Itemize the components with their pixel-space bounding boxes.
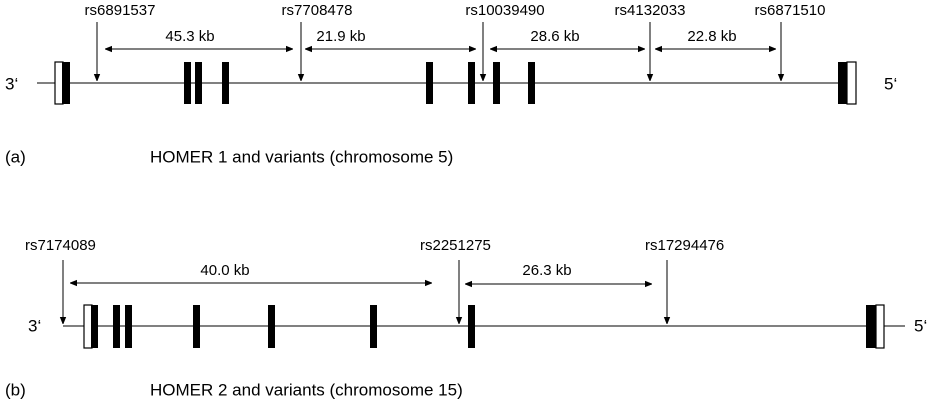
snp-label: rs10039490 [465, 2, 544, 19]
panel-a: 3‘ 5‘ rs6891537 rs7708478 rs10039490 rs4… [5, 2, 897, 167]
panel-title: HOMER 1 and variants (chromosome 5) [150, 147, 453, 166]
strand-end: 5‘ [884, 74, 897, 93]
distance-label: 28.6 kb [530, 28, 579, 45]
snp-label: rs6871510 [755, 2, 826, 19]
snp-label: rs7174089 [25, 237, 96, 254]
snp-label: rs4132033 [615, 2, 686, 19]
distance-label: 26.3 kb [522, 262, 571, 279]
strand-end: 5‘ [914, 316, 927, 335]
snp-label: rs2251275 [420, 237, 491, 254]
distance-label: 40.0 kb [200, 262, 249, 279]
panel-label: (b) [5, 380, 26, 399]
distance-label: 22.8 kb [687, 28, 736, 45]
strand-end: 3‘ [5, 74, 18, 93]
panel-title: HOMER 2 and variants (chromosome 15) [150, 380, 463, 399]
snp-label: rs17294476 [645, 237, 724, 254]
exons [83, 304, 885, 349]
panel-b: 3‘ 5‘ rs7174089 rs2251275 rs17294476 40.… [5, 237, 927, 400]
exons [54, 61, 857, 105]
distance-label: 45.3 kb [165, 28, 214, 45]
strand-end: 3‘ [28, 316, 41, 335]
distance-label: 21.9 kb [316, 28, 365, 45]
snp-label: rs7708478 [282, 2, 353, 19]
panel-label: (a) [5, 147, 26, 166]
snp-label: rs6891537 [85, 2, 156, 19]
